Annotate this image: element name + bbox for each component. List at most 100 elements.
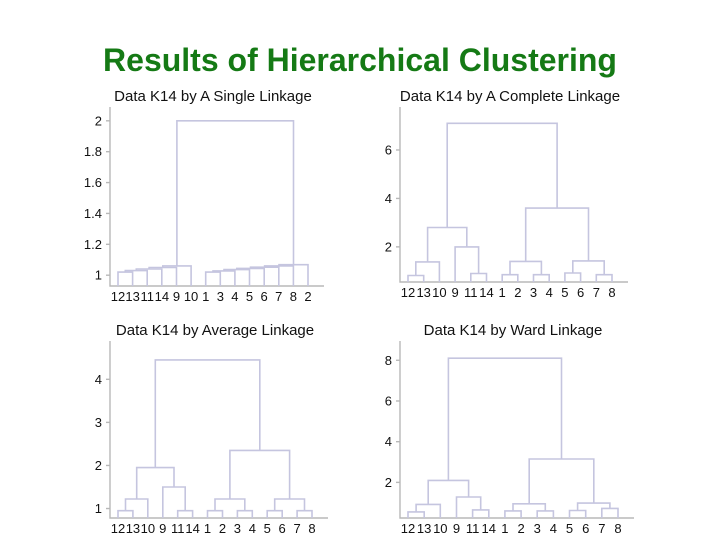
leaf-label: 11: [466, 521, 480, 536]
dendrogram-link: [124, 498, 149, 518]
dendrogram-link: [249, 266, 280, 286]
leaf-label: 6: [577, 285, 584, 300]
leaf-label: 11: [171, 521, 185, 536]
leaf-label: 7: [293, 521, 300, 536]
dendrogram-link: [446, 122, 558, 228]
axis-lines: [109, 107, 324, 287]
dendrogram-link: [532, 273, 550, 282]
leaf-label: 3: [534, 521, 541, 536]
dendrogram-link: [595, 273, 613, 282]
y-tick-label: 4: [385, 191, 392, 206]
dendrogram-link: [528, 458, 595, 504]
leaf-label: 2: [304, 289, 311, 304]
y-tick-label: 2: [385, 475, 392, 490]
leaf-label: 14: [479, 285, 493, 300]
leaf-label: 11: [464, 285, 478, 300]
leaf-label: 9: [453, 521, 460, 536]
dendrogram-link: [229, 449, 291, 499]
leaf-label: 9: [159, 521, 166, 536]
dendrogram-link: [117, 271, 134, 286]
leaf-label: 10: [432, 285, 446, 300]
dendrogram-link: [524, 207, 590, 262]
chart-title: Data K14 by Average Linkage: [116, 322, 314, 339]
dendrogram-link: [407, 511, 425, 518]
y-tick-label: 4: [385, 434, 392, 449]
dendrogram-link: [124, 269, 148, 286]
dendrogram-link: [236, 509, 254, 518]
leaf-label: 14: [155, 289, 169, 304]
leaf-label: 5: [246, 289, 253, 304]
y-tick-label: 1.8: [84, 144, 102, 159]
leaf-label: 1: [202, 289, 209, 304]
leaf-label: 12: [111, 289, 125, 304]
dendrogram-link: [501, 273, 519, 282]
dendrogram-link: [176, 120, 295, 266]
leaf-label: 2: [514, 285, 521, 300]
leaf-label: 6: [279, 521, 286, 536]
leaf-label: 5: [264, 521, 271, 536]
leaf-label: 12: [401, 521, 415, 536]
leaf-label: 5: [561, 285, 568, 300]
leaf-label: 7: [598, 521, 605, 536]
dendrogram-link: [576, 502, 611, 511]
dendrogram-link: [135, 268, 163, 286]
dendrogram-link: [204, 271, 222, 286]
leaf-label: 2: [517, 521, 524, 536]
axis-lines: [399, 341, 634, 519]
dendrogram-link: [117, 509, 134, 518]
dendrogram-link: [471, 509, 490, 518]
leaf-label: 13: [417, 521, 431, 536]
dendrogram-link: [206, 509, 224, 518]
leaf-label: 4: [231, 289, 238, 304]
leaf-label: 8: [308, 521, 315, 536]
leaf-label: 6: [582, 521, 589, 536]
dendrogram-link: [447, 357, 563, 481]
dendrogram-link: [426, 226, 468, 262]
leaf-label: 8: [290, 289, 297, 304]
y-tick-label: 1: [95, 501, 102, 516]
dendrogram-link: [568, 509, 587, 518]
y-tick-label: 4: [95, 372, 102, 387]
leaf-label: 11: [140, 289, 154, 304]
dendrogram-link: [296, 509, 313, 518]
y-tick-label: 1: [95, 268, 102, 283]
leaf-label: 9: [451, 285, 458, 300]
leaf-label: 7: [593, 285, 600, 300]
chart-title: Data K14 by A Complete Linkage: [400, 88, 620, 105]
leaf-label: 12: [401, 285, 415, 300]
leaf-label: 13: [125, 289, 139, 304]
dendrogram-link: [407, 274, 425, 282]
dendrogram-single-linkage: 1 1.2 1.4 1.6 1.8 2 12 13 11 14 9 10 1 3 4 5 6 7 8 2 Data K1…: [58, 84, 362, 321]
dendrogram-link: [266, 509, 283, 518]
dendrogram-link: [154, 359, 261, 468]
leaf-label: 10: [141, 521, 155, 536]
dendrogram-link: [509, 260, 543, 275]
dendrogram-link: [415, 261, 441, 282]
leaf-label: 14: [482, 521, 496, 536]
slide-title: Results of Hierarchical Clustering: [103, 42, 617, 78]
leaf-label: 3: [530, 285, 537, 300]
leaf-label: 14: [185, 521, 199, 536]
leaf-label: 13: [126, 521, 140, 536]
y-tick-label: 6: [385, 393, 392, 408]
leaf-label: 1: [499, 285, 506, 300]
leaf-label: 9: [173, 289, 180, 304]
y-tick-label: 2: [95, 458, 102, 473]
chart-title: Data K14 by Ward Linkage: [424, 322, 603, 339]
dendrogram-link: [223, 268, 251, 286]
leaf-label: 8: [614, 521, 621, 536]
y-tick-label: 3: [95, 415, 102, 430]
dendrogram-link: [236, 267, 265, 286]
leaf-label: 4: [249, 521, 256, 536]
chart-title: Data K14 by A Single Linkage: [114, 88, 312, 105]
dendrogram-link: [162, 486, 186, 518]
leaf-label: 8: [608, 285, 615, 300]
leaf-label: 3: [234, 521, 241, 536]
y-tick-label: 1.6: [84, 175, 102, 190]
dendrogram-link: [455, 496, 482, 518]
dendrogram-link: [427, 479, 470, 505]
axis-lines: [109, 341, 328, 519]
leaf-label: 2: [219, 521, 226, 536]
